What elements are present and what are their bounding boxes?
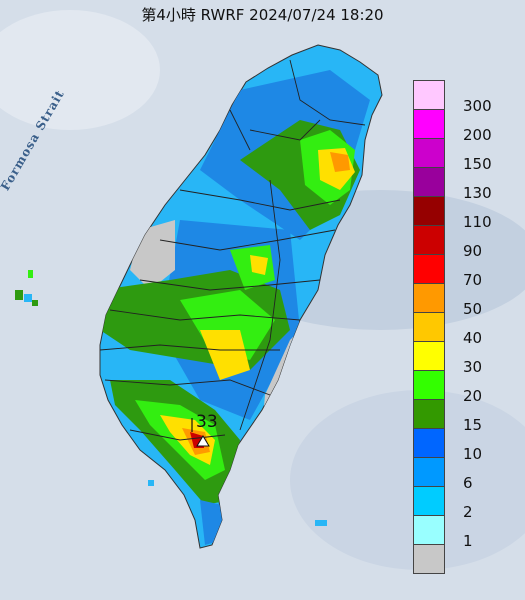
islet [148,480,154,486]
legend-label: 15 [463,416,483,434]
legend-swatch [413,515,445,545]
cloud-region [0,10,160,130]
rain-zone-50 [330,152,350,172]
legend-swatch [413,457,445,487]
rain-zone-30 [200,330,250,380]
max-rain-marker-icon [196,435,210,447]
legend-label: 30 [463,358,483,376]
legend-swatch [413,544,445,574]
legend-swatch [413,283,445,313]
legend-swatch [413,486,445,516]
legend-swatch [413,109,445,139]
penghu-islands [15,290,23,300]
legend-swatch [413,138,445,168]
legend-label: 1 [463,532,473,550]
legend-label: 20 [463,387,483,405]
green-island [315,520,327,526]
legend-swatch [413,167,445,197]
penghu-islands [24,294,32,302]
penghu-islands [28,270,33,278]
legend-label: 6 [463,474,473,492]
legend-label: 90 [463,242,483,260]
penghu-islands [32,300,38,306]
legend-label: 130 [463,184,492,202]
legend-swatch [413,370,445,400]
cloud-region [290,390,525,570]
legend-swatch [413,399,445,429]
legend-label: 40 [463,329,483,347]
rain-zone-30 [250,255,268,275]
legend-swatch [413,80,445,110]
legend-swatch [413,341,445,371]
legend-swatch [413,196,445,226]
legend-label: 70 [463,271,483,289]
legend-swatch [413,312,445,342]
legend-swatch [413,254,445,284]
county-boundaries [99,59,366,441]
legend-label: 2 [463,503,473,521]
legend-label: 200 [463,126,492,144]
legend-swatch [413,225,445,255]
max-rainfall-label: 33 [196,412,218,432]
rain-zone-6 [200,500,222,545]
rain-zone-20 [180,290,275,360]
page-title: 第4小時 RWRF 2024/07/24 18:20 [141,6,384,24]
legend-label: 50 [463,300,483,318]
legend-label: 10 [463,445,483,463]
legend-swatch [413,428,445,458]
legend-label: 300 [463,97,492,115]
legend-label: 110 [463,213,492,231]
legend-label: 150 [463,155,492,173]
